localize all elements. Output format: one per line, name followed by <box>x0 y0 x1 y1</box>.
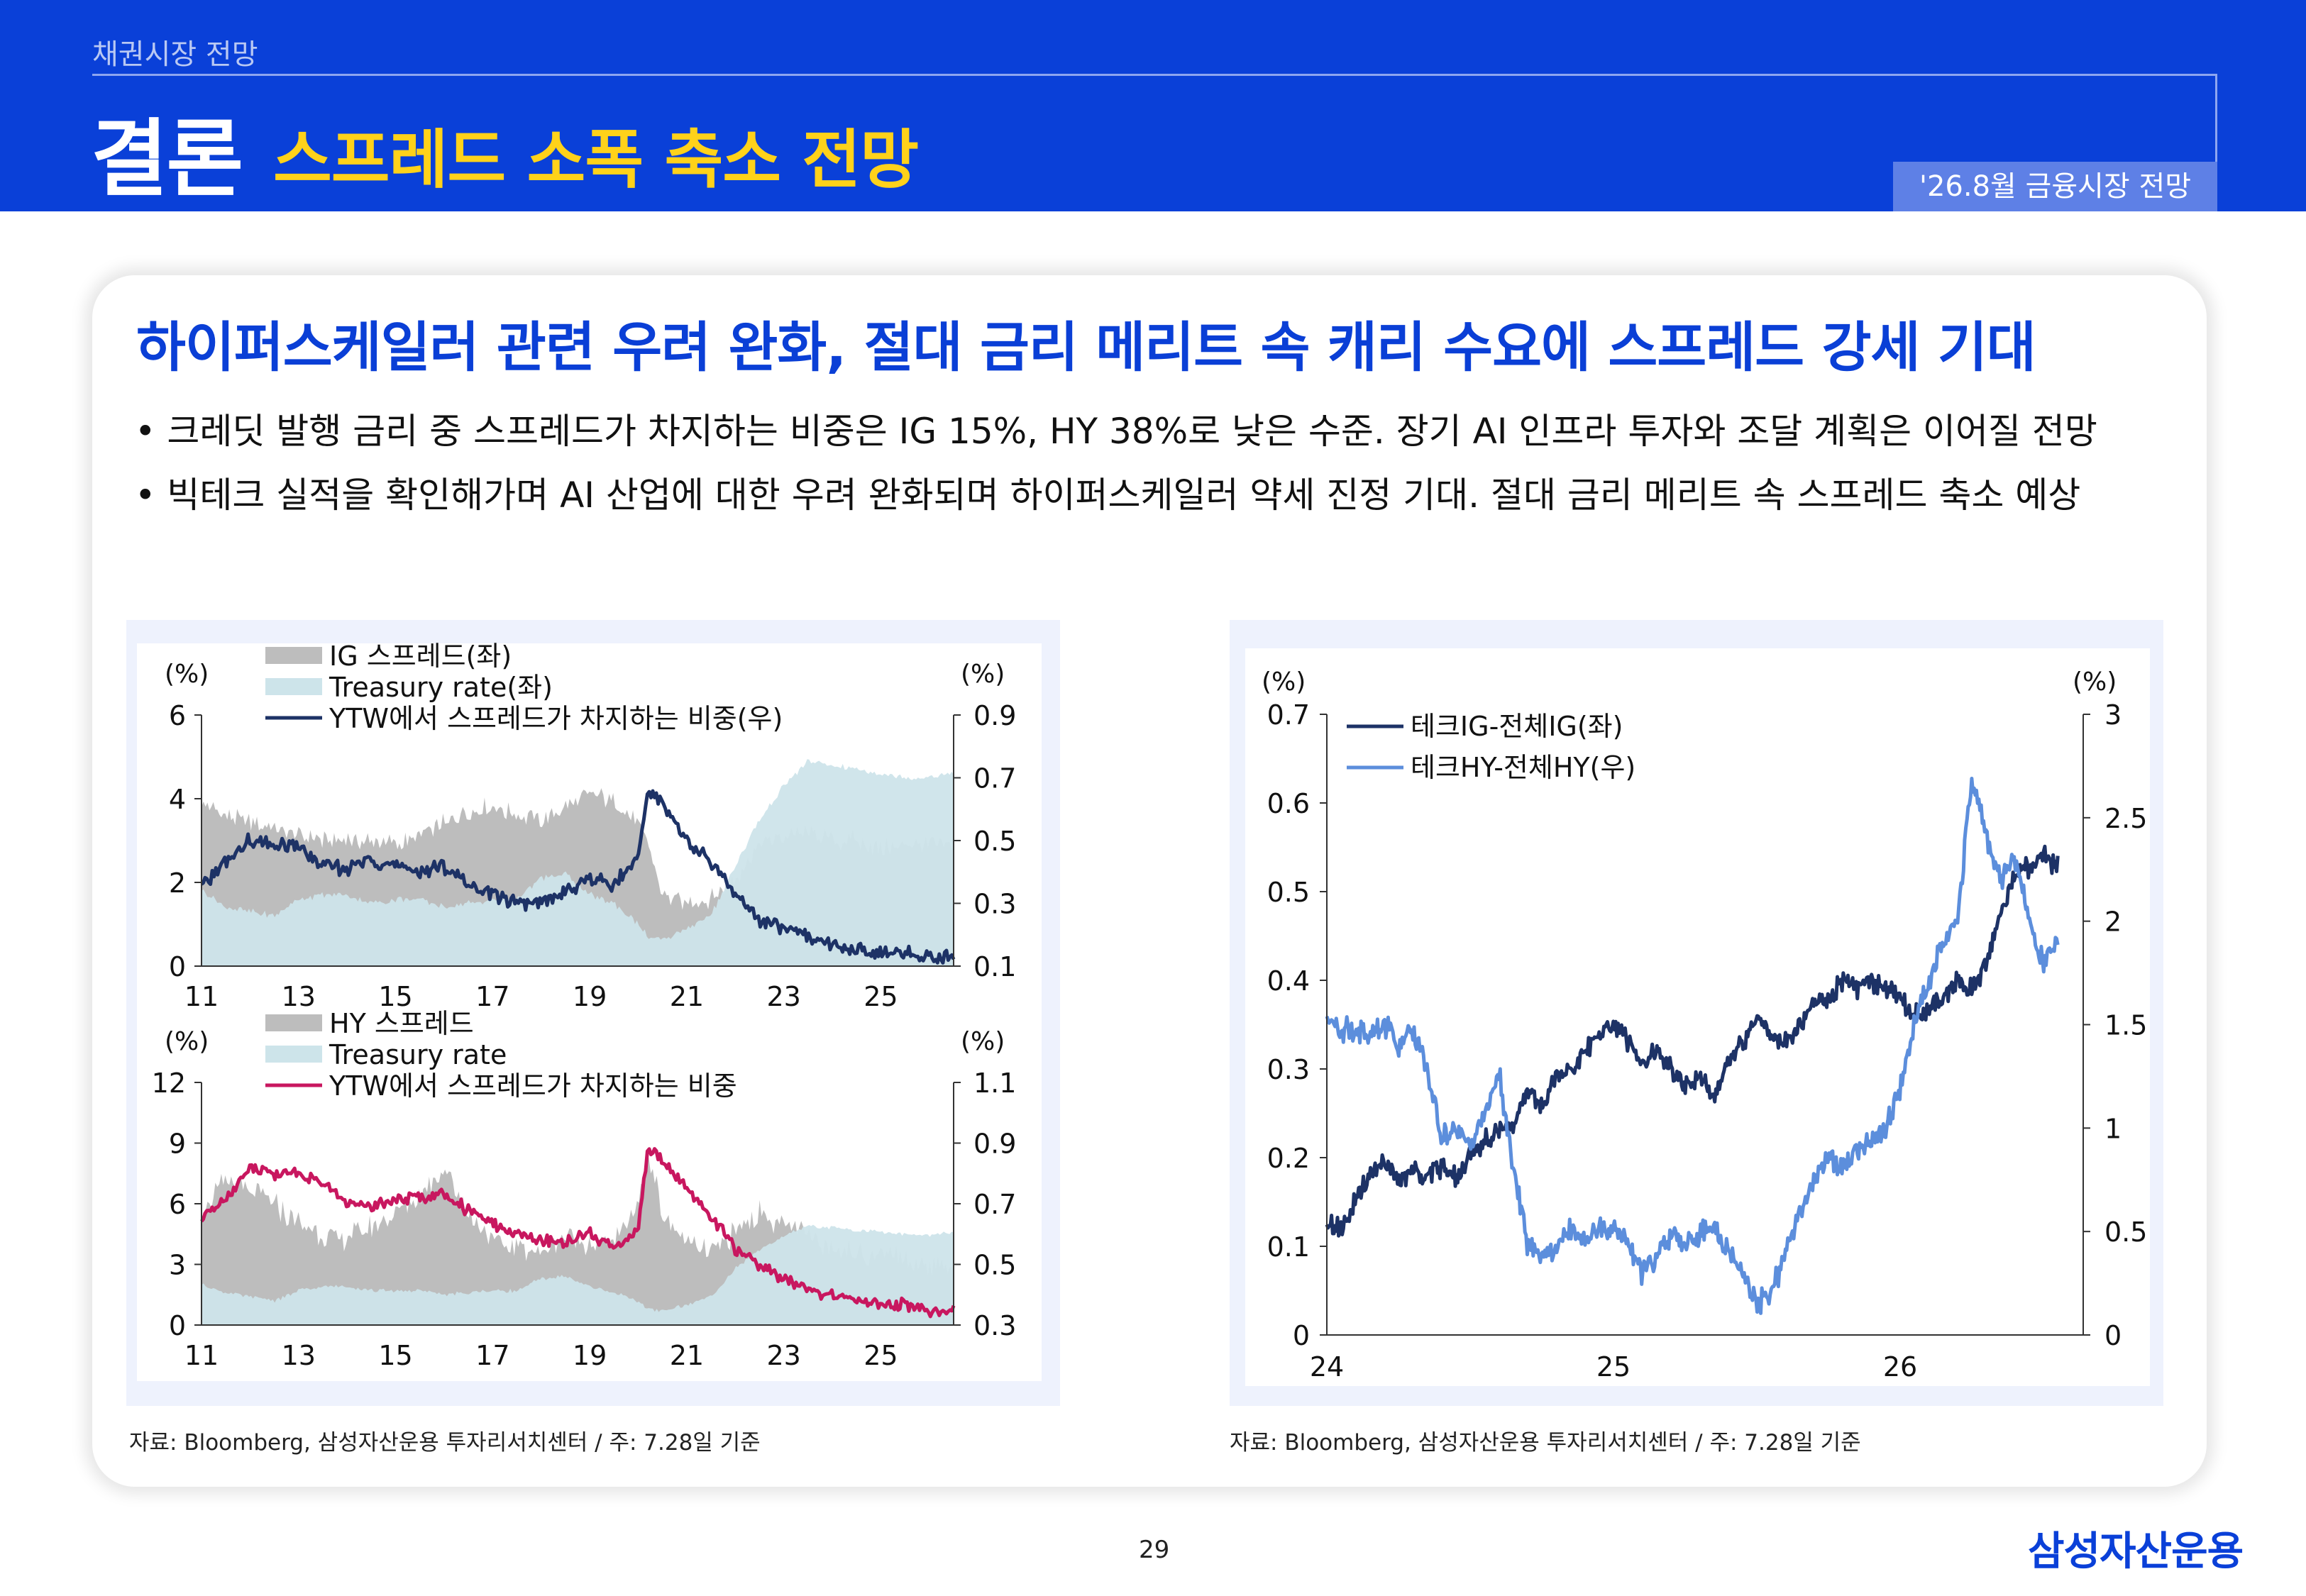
hy-treasury-area <box>202 1224 954 1325</box>
hy-y-right-tick-label: 0.3 <box>973 1310 1016 1341</box>
tech-y-right-tick-label: 3 <box>2104 699 2122 731</box>
ig-legend-label: Treasury rate(좌) <box>329 672 553 703</box>
tech-y-right-tick-label: 2 <box>2104 907 2122 938</box>
hy-x-tick-label: 25 <box>864 1340 898 1371</box>
tech-y-left-tick-label: 0.6 <box>1267 788 1310 819</box>
section-label: 채권시장 전망 <box>92 38 258 71</box>
hy-y-right-tick-label: 0.9 <box>973 1129 1016 1160</box>
hy-y-left-tick-label: 12 <box>152 1068 186 1099</box>
ig-x-tick-label: 25 <box>864 981 898 1012</box>
tech-x-tick-label: 25 <box>1596 1351 1631 1382</box>
ig-y-left-tick-label: 2 <box>169 868 186 899</box>
ig-x-tick-label: 11 <box>184 981 219 1012</box>
tech-unit-right: (%) <box>2073 667 2117 697</box>
ig-x-tick-label: 19 <box>573 981 607 1012</box>
tech-y-left-tick-label: 0.4 <box>1267 965 1310 997</box>
ig-legend-swatch <box>265 678 322 695</box>
hy-ratio-line <box>200 1147 956 1319</box>
ig-x-tick-label: 17 <box>475 981 509 1012</box>
hy-y-left-tick-label: 0 <box>169 1310 186 1341</box>
page-number: 29 <box>1139 1536 1170 1564</box>
tech-y-left-tick-label: 0.5 <box>1267 877 1310 908</box>
ig-x-tick-label: 15 <box>378 981 412 1012</box>
ig-y-right-tick-label: 0.9 <box>973 700 1016 731</box>
hy-x-tick-label: 15 <box>378 1340 412 1371</box>
hy-y-left-tick-label: 9 <box>169 1129 186 1160</box>
ig-x-tick-label: 23 <box>766 981 800 1012</box>
hy-x-tick-label: 17 <box>475 1340 509 1371</box>
ig-ratio-line <box>200 789 956 965</box>
ig-y-left-tick-label: 0 <box>169 951 186 982</box>
hy-x-tick-label: 11 <box>184 1340 219 1371</box>
tech-spread-chart-svg: 0 0.1 0.2 0.3 0.4 0.5 0.6 0.7 0 0.5 1 1.5 2 2.5 3 24 25 2… <box>1245 648 2150 1386</box>
hy-legend-swatch <box>265 1014 322 1031</box>
hy-legend-swatch <box>265 1046 322 1063</box>
hy-y-right-tick-label: 1.1 <box>973 1068 1016 1099</box>
ig-y-right-tick-label: 0.3 <box>973 889 1016 920</box>
hy-x-tick-label: 21 <box>670 1340 704 1371</box>
hy-y-left-tick-label: 6 <box>169 1189 186 1220</box>
ig-y-left-tick-label: 4 <box>169 784 186 815</box>
hy-x-tick-label: 19 <box>573 1340 607 1371</box>
tech-legend-label: 테크HY-전체HY(우) <box>1411 752 1635 783</box>
date-badge: '26.8월 금융시장 전망 <box>1893 162 2217 211</box>
hy-x-tick-label: 23 <box>766 1340 800 1371</box>
left-chart-frame: 0 2 4 6 0.1 0.3 0.5 0.7 0.9 11 13 15 17 19 21 23 25 (%) (%… <box>126 620 1060 1406</box>
header-divider-vertical <box>2215 74 2217 162</box>
right-chart-frame: 0 0.1 0.2 0.3 0.4 0.5 0.6 0.7 0 0.5 1 1.5 2 2.5 3 24 25 2… <box>1230 620 2163 1406</box>
tech-y-left-tick-label: 0.2 <box>1267 1143 1310 1174</box>
right-chart-inner <box>1245 648 2150 1386</box>
ig-legend-swatch <box>265 647 322 664</box>
hy-unit-left: (%) <box>165 1027 209 1056</box>
hy-x-tick-label: 13 <box>282 1340 316 1371</box>
page-subtitle: 스프레드 소폭 축소 전망 <box>273 123 919 197</box>
ig-legend-label: YTW에서 스프레드가 차지하는 비중(우) <box>329 703 783 734</box>
headline: 하이퍼스케일러 관련 우려 완화, 절대 금리 메리트 속 캐리 수요에 스프레… <box>136 316 2036 379</box>
ig-y-left-tick-label: 6 <box>169 700 186 731</box>
tech-y-left-tick-label: 0.3 <box>1267 1054 1310 1085</box>
tech-y-right-tick-label: 0.5 <box>2104 1217 2147 1248</box>
ig-x-tick-label: 13 <box>282 981 316 1012</box>
hy-y-left-tick-label: 3 <box>169 1250 186 1281</box>
tech-y-left-tick-label: 0 <box>1293 1320 1310 1351</box>
ig-hy-chart-svg: 0 2 4 6 0.1 0.3 0.5 0.7 0.9 11 13 15 17 19 21 23 25 (%) (%… <box>137 641 1042 1381</box>
tech-y-right-tick-label: 1 <box>2104 1113 2122 1144</box>
source-left: 자료: Bloomberg, 삼성자산운용 투자리서치센터 / 주: 7.28일… <box>129 1430 761 1456</box>
header-divider <box>92 74 2217 76</box>
tech-unit-left: (%) <box>1262 667 1306 697</box>
ig-x-tick-label: 21 <box>670 981 704 1012</box>
company-logo: 삼성자산운용 <box>2028 1529 2244 1575</box>
bullet-1: • 크레딧 발행 금리 중 스프레드가 차지하는 비중은 IG 15%, HY … <box>135 411 2097 452</box>
ig-treasury-area <box>202 759 954 966</box>
tech-x-tick-label: 24 <box>1310 1351 1344 1382</box>
tech-y-right-tick-label: 1.5 <box>2104 1010 2147 1041</box>
tech-y-right-tick-label: 2.5 <box>2104 803 2147 834</box>
hy-legend-label: Treasury rate <box>329 1039 507 1070</box>
hy-y-right-tick-label: 0.7 <box>973 1189 1016 1220</box>
tech-y-left-tick-label: 0.1 <box>1267 1231 1310 1263</box>
hy-legend-label: YTW에서 스프레드가 차지하는 비중 <box>329 1070 737 1102</box>
ig-legend-label: IG 스프레드(좌) <box>329 641 512 672</box>
ig-unit-right: (%) <box>961 660 1005 689</box>
tech-legend-label: 테크IG-전체IG(좌) <box>1411 711 1623 742</box>
hy-legend-label: HY 스프레드 <box>329 1008 474 1039</box>
tech-series-line-2 <box>1325 777 2060 1315</box>
bullet-2: • 빅테크 실적을 확인해가며 AI 산업에 대한 우려 완화되며 하이퍼스케일… <box>135 475 2081 516</box>
tech-series-line-1 <box>1325 844 2060 1238</box>
tech-y-right-tick-label: 0 <box>2104 1320 2122 1351</box>
ig-y-right-tick-label: 0.5 <box>973 826 1016 857</box>
ig-unit-left: (%) <box>165 660 209 689</box>
tech-y-left-tick-label: 0.7 <box>1267 699 1310 731</box>
page-title: 결론 <box>91 110 243 208</box>
hy-unit-right: (%) <box>961 1027 1005 1056</box>
ig-y-right-tick-label: 0.7 <box>973 763 1016 794</box>
hy-y-right-tick-label: 0.5 <box>973 1250 1016 1281</box>
tech-x-tick-label: 26 <box>1883 1351 1917 1382</box>
ig-y-right-tick-label: 0.1 <box>973 951 1016 982</box>
source-right: 자료: Bloomberg, 삼성자산운용 투자리서치센터 / 주: 7.28일… <box>1230 1430 1861 1456</box>
